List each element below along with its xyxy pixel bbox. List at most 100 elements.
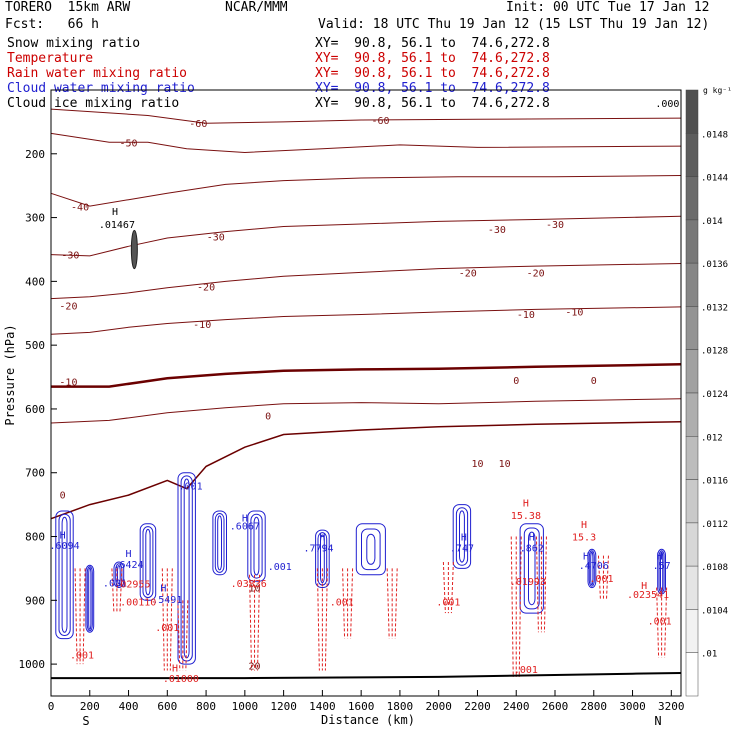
contour-label: .001 (648, 617, 672, 628)
cloud-water-cell-6 (247, 510, 266, 582)
cloud-water-cell-4 (177, 472, 196, 665)
cloud-water-cell-1 (88, 567, 92, 630)
cloud-water-cell-3 (145, 528, 151, 596)
cloud-water-cell-5 (212, 510, 227, 576)
y-tick-label: 700 (25, 467, 45, 480)
rain-shaft-3 (185, 600, 189, 671)
contour-label: -20 (59, 302, 77, 313)
cloud-water-cell-4 (180, 475, 193, 662)
temperature-contour-m10 (50, 306, 682, 335)
contour-label: -30 (546, 220, 564, 231)
init-time: Init: 00 UTC Tue 17 Jan 12 (506, 0, 710, 15)
contour-label: 10 (499, 459, 511, 470)
colorbar-swatch (685, 436, 699, 480)
contour-label: .6424 (113, 560, 143, 571)
contour-label: -30 (207, 233, 225, 244)
maximum-label: H (112, 207, 118, 218)
contour-label: .023541 (627, 590, 669, 601)
maximum-label: H (657, 552, 663, 563)
contour-label: .6067 (230, 522, 260, 533)
contour-label: .747 (450, 543, 474, 554)
contour-label: -40 (71, 203, 89, 214)
field-xy-cloud-water: XY= 90.8, 56.1 to 74.6,272.8 (315, 81, 550, 96)
rain-shaft-12 (664, 587, 668, 658)
contour-label: .000 (655, 99, 679, 110)
organization: NCAR/MMM (225, 0, 288, 15)
maximum-label: H (461, 533, 467, 544)
field-name-cloud-ice: Cloud ice mixing ratio (7, 96, 180, 111)
contour-label: -20 (527, 268, 545, 279)
colorbar-label: .0108 (701, 563, 728, 573)
cloud-water-cell-2 (117, 565, 121, 585)
endpoint-left: S (82, 714, 89, 728)
y-tick-label: 900 (25, 594, 45, 607)
cloud-water-cell-5 (214, 513, 225, 573)
plot-area: -60 -60 -50 -40 -30 -30 -30 -30 -20 -20 -20 -20 -10 -… (50, 99, 682, 685)
contour-label: .5491 (152, 595, 182, 606)
rain-shaft-2 (161, 568, 165, 671)
contour-label: .001 (330, 598, 354, 609)
x-tick-label: 0 (48, 700, 55, 713)
rain-shaft-2 (169, 568, 173, 671)
maximum-label: H (583, 552, 589, 563)
rain-shaft-7 (394, 568, 398, 639)
cloud-water-cell-10 (519, 523, 544, 614)
rain-shaft-12 (656, 587, 660, 658)
cloud-water-cell-10 (528, 531, 536, 606)
rain-shaft-11 (597, 555, 601, 601)
contour-label: .02955 (114, 580, 150, 591)
maximum-label: H (242, 513, 248, 524)
contour-label: -30 (61, 251, 79, 262)
colorbar-swatch (685, 479, 699, 524)
cloud-water-cell-0 (58, 513, 71, 637)
colorbar-label: .0124 (701, 390, 728, 400)
rain-shaft-8 (450, 562, 454, 614)
endpoint-right: N (654, 714, 661, 728)
rain-shaft-4 (257, 574, 261, 671)
cloud-water-cell-2 (115, 563, 123, 587)
contour-label: -30 (488, 225, 506, 236)
colorbar-swatch (685, 522, 699, 567)
x-tick-label: 600 (157, 700, 177, 713)
cloud-water-cell-11 (588, 550, 595, 587)
colorbar-swatch (685, 306, 699, 350)
cloud-water-cell-9 (452, 504, 472, 569)
x-axis-label: Distance (km) (321, 713, 415, 727)
contour-label: .6094 (50, 541, 80, 552)
x-tick-label: 3200 (658, 700, 685, 713)
x-tick-label: 2400 (503, 700, 530, 713)
contour-label: .001 (179, 481, 203, 492)
colorbar-swatch (685, 349, 699, 394)
y-tick-label: 400 (25, 275, 45, 288)
colorbar: g kg⁻¹ .0148 .0144 .014 .0136 .0132 .0128 .012… (685, 86, 732, 697)
cloud-water-cell-3 (139, 523, 157, 601)
maximum-label: H (319, 533, 325, 544)
temperature-contour-10 (50, 398, 682, 424)
colorbar-label: .014 (701, 217, 723, 227)
cloud-water-cell-12 (657, 548, 667, 595)
contour-label: .03836 (231, 579, 267, 590)
cloud-water-cell-11 (587, 548, 597, 589)
colorbar-swatch (685, 176, 699, 221)
rain-shaft-6 (350, 568, 354, 639)
colorbar-swatch (685, 89, 699, 134)
maximum-label: .01467 (99, 220, 135, 231)
contour-label: -50 (120, 138, 138, 149)
rain-shaft-3 (177, 600, 181, 671)
cloud-water-cell-12 (658, 550, 665, 594)
rain-shaft-5 (324, 568, 328, 671)
x-tick-label: 800 (196, 700, 216, 713)
contour-label: .01000 (163, 674, 199, 685)
cloud-water-cell-1 (86, 566, 93, 632)
x-tick-label: 2000 (425, 700, 452, 713)
contour-label: .001 (155, 623, 179, 634)
field-name-snow: Snow mixing ratio (7, 36, 141, 51)
rain-shaft-0 (82, 568, 86, 665)
maximum-label: 15.38 (511, 511, 541, 522)
contour-label: -10 (59, 378, 77, 389)
contour-label: 0 (513, 376, 519, 387)
contour-label: 0 (60, 490, 66, 501)
temperature-contour-m60 (50, 108, 682, 124)
x-tick-label: 1200 (270, 700, 297, 713)
